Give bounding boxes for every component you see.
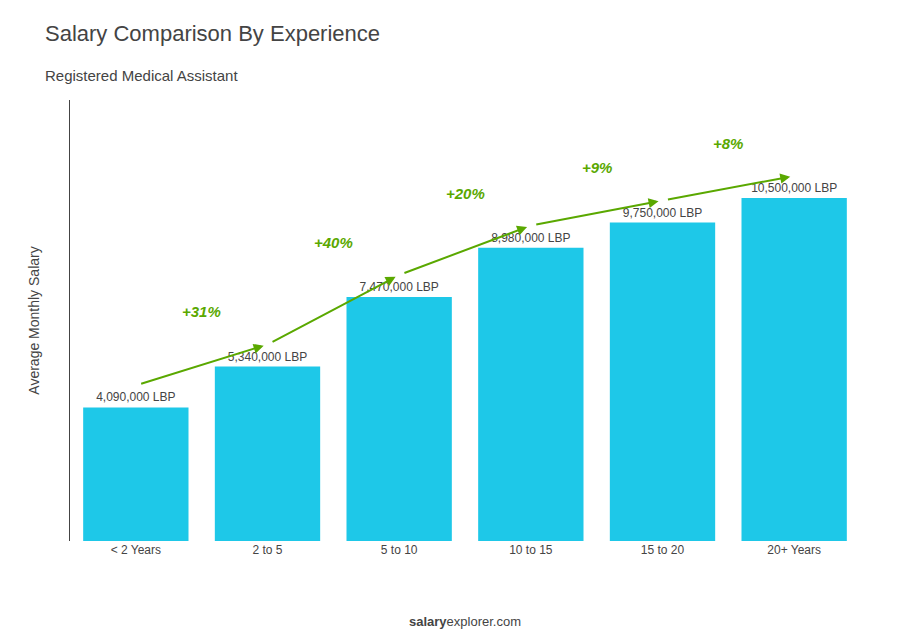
svg-text:10,500,000 LBP: 10,500,000 LBP	[751, 181, 837, 195]
svg-text:Salary Comparison By Experienc: Salary Comparison By Experience	[45, 21, 380, 46]
svg-text:salaryexplorer.com: salaryexplorer.com	[409, 614, 521, 629]
svg-text:Average Monthly Salary: Average Monthly Salary	[26, 246, 42, 394]
svg-text:9,750,000 LBP: 9,750,000 LBP	[623, 206, 702, 220]
svg-text:+40%: +40%	[314, 234, 353, 251]
svg-text:Registered Medical Assistant: Registered Medical Assistant	[45, 67, 238, 84]
svg-text:+8%: +8%	[713, 135, 743, 152]
svg-text:5,340,000 LBP: 5,340,000 LBP	[228, 350, 307, 364]
svg-text:5 to 10: 5 to 10	[381, 543, 418, 557]
svg-text:7,470,000 LBP: 7,470,000 LBP	[359, 280, 438, 294]
svg-text:4,090,000 LBP: 4,090,000 LBP	[96, 390, 175, 404]
svg-text:10 to 15: 10 to 15	[509, 543, 553, 557]
svg-text:15 to 20: 15 to 20	[641, 543, 685, 557]
svg-text:+9%: +9%	[582, 159, 612, 176]
svg-text:2 to 5: 2 to 5	[252, 543, 282, 557]
svg-text:+31%: +31%	[182, 303, 221, 320]
svg-text:+20%: +20%	[446, 185, 485, 202]
svg-text:20+ Years: 20+ Years	[767, 543, 821, 557]
svg-text:8,980,000 LBP: 8,980,000 LBP	[491, 231, 570, 245]
svg-text:< 2 Years: < 2 Years	[111, 543, 161, 557]
